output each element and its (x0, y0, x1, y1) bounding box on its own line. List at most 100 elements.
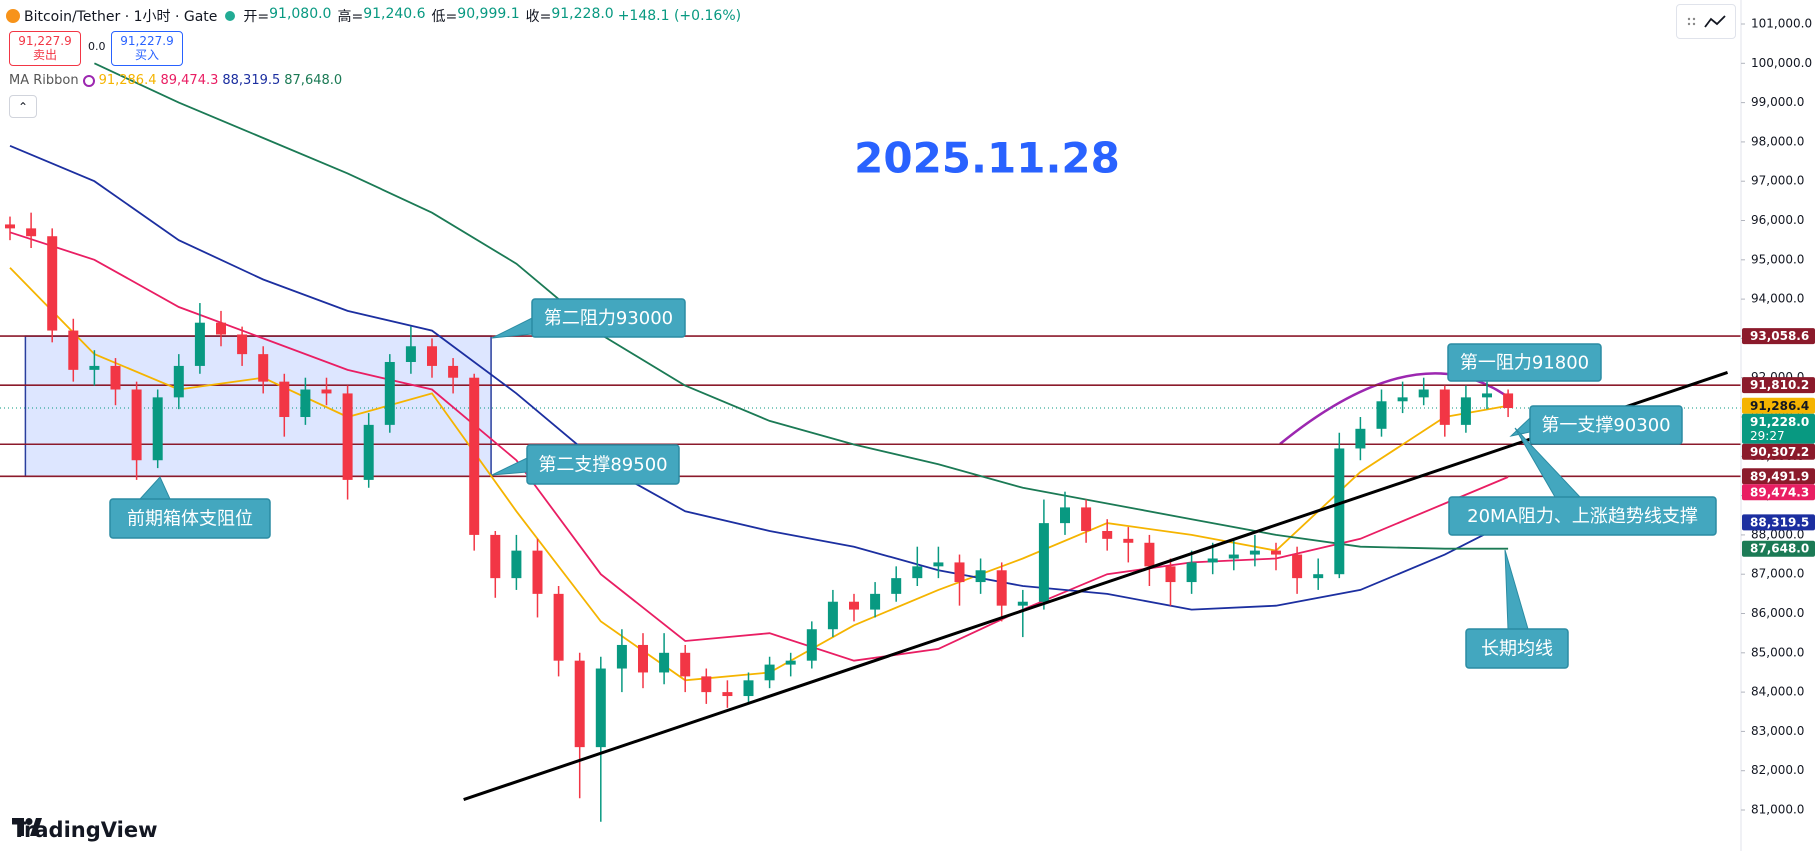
candle-body (279, 381, 290, 418)
y-tick-label: 94,000.0 (1751, 292, 1804, 306)
buy-label: 买入 (134, 48, 159, 62)
level-tag-bg (1742, 377, 1815, 394)
candle-body (532, 550, 543, 594)
ma-legend-value: 87,648.0 (284, 73, 343, 88)
candle-body (237, 334, 248, 355)
candle-body (26, 228, 37, 237)
callout-text: 长期均线 (1481, 639, 1553, 660)
y-tick-label: 82,000.0 (1751, 763, 1804, 777)
ma-tag: 87,648.0 (1742, 540, 1815, 557)
level-tag-text: 91,810.2 (1750, 378, 1809, 392)
collapse-button[interactable]: ⌃ (9, 95, 37, 118)
price-tag-text: 29:27 (1750, 429, 1785, 443)
y-tick-label: 88,000.0 (1751, 527, 1804, 541)
callout-box (1465, 628, 1569, 669)
toolbar-icon (1687, 15, 1726, 28)
y-tick-label: 86,000.0 (1751, 606, 1804, 620)
callout-box (1529, 405, 1683, 445)
buy-button[interactable]: 91,227.9 买入 (111, 31, 183, 66)
level-tag: 89,491.9 (1742, 468, 1815, 485)
candle-body (891, 578, 902, 594)
level-tag: 91,810.2 (1742, 377, 1815, 394)
candle-body (1186, 562, 1197, 583)
candle-body (764, 664, 775, 681)
sell-label: 卖出 (32, 48, 57, 62)
callout-text: 第二支撑89500 (538, 455, 667, 476)
callout: 第二阻力93000 (491, 298, 686, 339)
y-tick-label: 100,000.0 (1751, 56, 1812, 70)
callout-pointer (491, 457, 528, 476)
y-tick-label: 83,000.0 (1751, 724, 1804, 738)
candle-body (68, 330, 79, 370)
ma-tag-text: 88,319.5 (1750, 515, 1809, 529)
candle-body (490, 534, 501, 579)
candle-body (194, 322, 205, 366)
callout-box (1447, 343, 1602, 382)
candle-body (1271, 550, 1281, 555)
candle-body (1017, 601, 1028, 606)
ma-tag-bg (1742, 540, 1815, 557)
ohlc-label: 开= (243, 9, 270, 25)
level-tag: 90,307.2 (1742, 443, 1815, 460)
callout-text: 第二阻力93000 (544, 308, 673, 329)
sell-button[interactable]: 91,227.9 卖出 (9, 31, 81, 66)
status-dot (225, 11, 236, 21)
candle-body (1292, 554, 1303, 579)
callout-box (526, 444, 680, 485)
callout-box (109, 498, 271, 539)
candle-body (870, 593, 881, 610)
candle-body (1418, 389, 1429, 398)
candle-body (849, 601, 859, 610)
candle-body (827, 601, 838, 630)
candle-body (1334, 448, 1345, 575)
spread: 0.0 (88, 40, 106, 53)
candle-body (342, 393, 353, 480)
callout: 20MA阻力、上涨趋势线支撑 (1448, 427, 1717, 536)
y-tick-label: 95,000.0 (1751, 252, 1804, 266)
ohlc-label: 收= (525, 9, 552, 25)
candle-body (427, 346, 437, 366)
y-tick-label: 85,000.0 (1751, 645, 1804, 659)
candle-body (1123, 538, 1134, 543)
candle-body (300, 389, 311, 418)
callout-pointer (1504, 549, 1529, 630)
candle-body (638, 644, 648, 673)
y-tick-label: 87,000.0 (1751, 567, 1804, 581)
toolbar-button[interactable] (1676, 4, 1736, 39)
candle-body (595, 668, 606, 748)
level-tag-bg (1742, 328, 1815, 345)
y-tick-label: 99,000.0 (1751, 95, 1804, 109)
candle-body (553, 593, 564, 661)
chart-title: 2025.11.28 (854, 134, 1120, 183)
candle-body (110, 365, 121, 390)
candle-body (1144, 542, 1155, 567)
candle-body (258, 354, 269, 382)
candle-body (384, 361, 395, 425)
candle-layer (5, 212, 1514, 822)
y-tick-label: 84,000.0 (1751, 685, 1804, 699)
ma-legend-value: 88,319.5 (222, 73, 281, 88)
candle-body (1355, 428, 1366, 449)
level-tag-bg (1742, 468, 1815, 485)
ma-tag-text: 91,286.4 (1750, 399, 1809, 413)
callout: 前期箱体支阻位 (109, 476, 271, 539)
candle-body (659, 652, 670, 673)
ma-tag-bg (1742, 514, 1815, 531)
callout: 第一支撑90300 (1509, 405, 1683, 445)
ohlc-value: 91,080.0 (269, 6, 332, 22)
ma-tag-text: 87,648.0 (1750, 542, 1809, 556)
candle-body (1482, 393, 1492, 398)
y-tick-label: 96,000.0 (1751, 213, 1804, 227)
candle-body (1503, 393, 1514, 409)
ohlc-label: 高= (337, 9, 364, 25)
candle-body (469, 377, 480, 535)
candle-body (1038, 523, 1049, 602)
trend-line (463, 371, 1729, 802)
candle-body (1060, 507, 1070, 524)
callout: 第一阻力91800 (1447, 343, 1602, 382)
ma-tag: 88,319.5 (1742, 514, 1815, 531)
ohlc-item: 开= 91,080.0 (243, 6, 331, 26)
settings-icon[interactable] (82, 74, 95, 87)
ohlc-value: 90,999.1 (457, 6, 520, 22)
